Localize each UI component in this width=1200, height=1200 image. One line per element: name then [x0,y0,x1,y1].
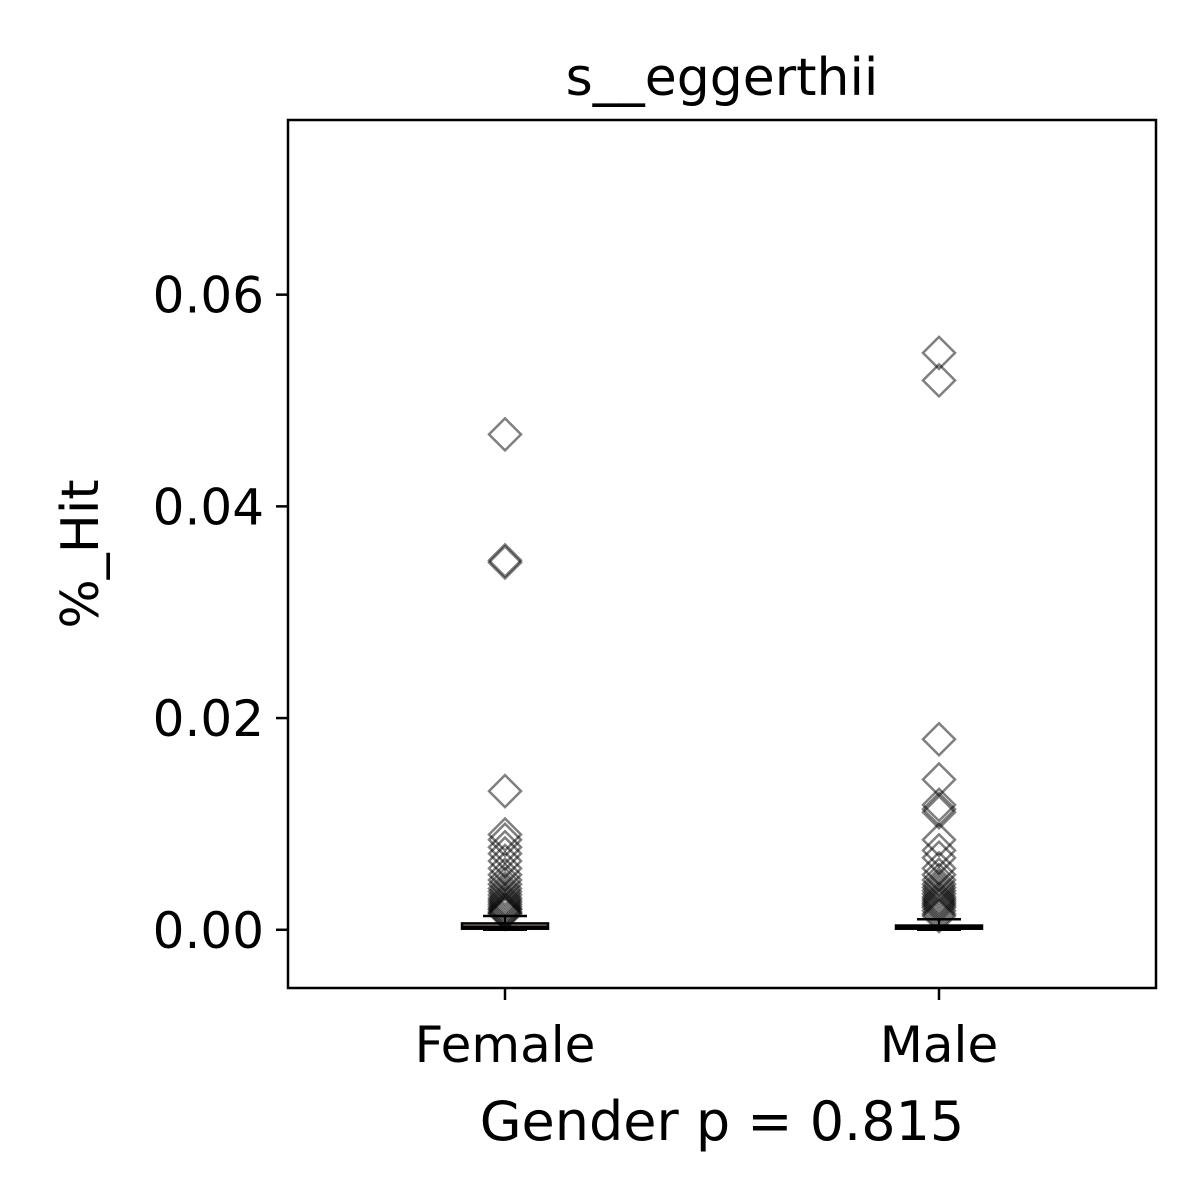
outlier-point [921,362,957,399]
outlier-point [921,876,957,912]
outlier-point [921,889,957,926]
outlier-point [487,886,523,923]
chart-title: s__eggerthii [566,48,879,108]
outlier-point [487,877,523,913]
outlier-point [487,866,523,903]
x-tick-label: Female [415,1016,596,1074]
outlier-point [921,885,957,922]
outlier-point [487,882,523,918]
outlier-point [921,761,957,798]
outlier-point [487,880,523,916]
outlier-point [921,869,957,906]
outlier-point [487,816,523,853]
outlier-point [487,822,523,858]
outlier-point [487,773,523,809]
y-tick-label: 0.04 [153,478,264,536]
outlier-point [487,544,523,581]
outlier-point [487,891,523,928]
outlier-point [921,896,957,932]
x-axis-label: Gender p = 0.815 [480,1090,965,1153]
outlier-point [921,787,957,823]
outlier-point [921,794,957,831]
x-tick-label: Male [880,1016,998,1074]
outlier-point [921,335,957,371]
outlier-point [487,884,523,921]
outlier-point [921,721,957,758]
outlier-point [487,870,523,907]
outlier-point [921,898,957,934]
y-tick-label: 0.02 [153,690,264,748]
x-axis: Female Male [415,988,998,1074]
outlier-point [487,873,523,910]
y-tick-label: 0.06 [153,267,264,325]
outlier-point [487,888,523,925]
plot-frame [286,118,1158,990]
outlier-point [921,892,957,929]
y-tick-label: 0.00 [153,902,264,960]
outlier-point [487,542,523,579]
outlier-point [921,887,957,924]
y-axis-label: %_Hit [51,479,111,628]
outlier-point [921,822,957,858]
outlier-point [921,832,957,869]
outlier-point [921,872,957,909]
outlier-point [921,883,957,919]
outlier-point [921,879,957,915]
plot-area [460,335,984,934]
y-axis: 0.00 0.02 0.04 0.06 [153,267,288,960]
outlier-point [487,416,523,453]
outlier-point [921,881,957,917]
outlier-point [487,896,523,932]
